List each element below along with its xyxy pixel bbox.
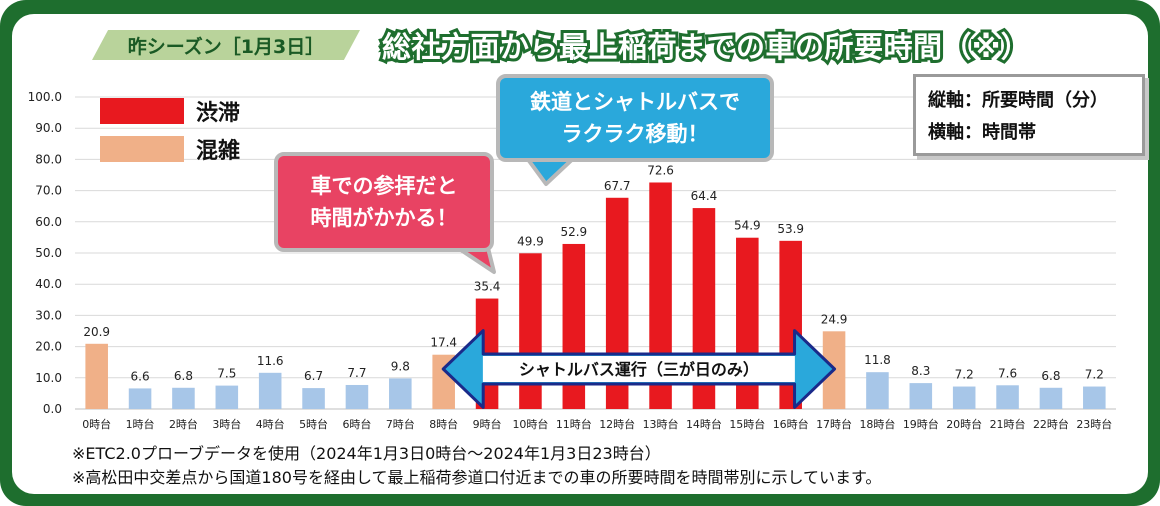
x-tick-label: 16時台 (773, 417, 809, 431)
x-tick-label: 13時台 (643, 417, 679, 431)
bar (345, 384, 369, 409)
car-callout-line2: 時間がかかる！ (310, 206, 458, 230)
car-callout: 車での参拝だと 時間がかかる！ (274, 152, 494, 252)
x-tick-label: 18時台 (859, 417, 895, 431)
footnotes: ※ETC2.0プローブデータを使用（2024年1月3日0時台〜2024年1月3日… (72, 442, 881, 490)
y-tick-label: 70.0 (35, 184, 62, 198)
x-tick-label: 10時台 (512, 417, 548, 431)
value-label: 20.9 (83, 325, 110, 339)
bar (258, 372, 282, 409)
legend-item-crowded: 混雑 (100, 134, 240, 164)
value-label: 54.9 (734, 219, 761, 233)
value-label: 7.6 (998, 366, 1017, 380)
value-label: 64.4 (691, 189, 718, 203)
value-label: 11.8 (864, 353, 891, 367)
bar (302, 388, 325, 409)
bar (85, 343, 108, 409)
x-tick-label: 0時台 (82, 417, 111, 431)
x-tick-label: 8時台 (429, 417, 458, 431)
x-tick-label: 3時台 (212, 417, 241, 431)
bar (128, 388, 152, 409)
bar (649, 182, 672, 409)
x-tick-label: 20時台 (946, 417, 982, 431)
bar (172, 387, 195, 409)
footnote-data-source: ※ETC2.0プローブデータを使用（2024年1月3日0時台〜2024年1月3日… (72, 444, 661, 463)
legend-label-congestion: 渋滞 (196, 101, 241, 126)
bar (909, 383, 933, 409)
axis-description-box: 縦軸：所要時間（分） 横軸：時間帯 (913, 74, 1145, 156)
x-tick-label: 11時台 (556, 417, 592, 431)
shuttle-arrow-label: シャトルバス運行（三が日のみ） (519, 360, 759, 379)
value-label: 35.4 (474, 280, 501, 294)
shuttle-arrow-label-box (482, 356, 795, 382)
page-title: 総社方面から最上稲荷までの車の所要時間（※） (379, 27, 1033, 67)
bar (952, 386, 976, 409)
bar (1039, 387, 1063, 409)
y-tick-label: 30.0 (35, 308, 62, 322)
x-tick-label: 14時台 (686, 417, 722, 431)
x-tick-label: 23時台 (1076, 417, 1112, 431)
legend-swatch-congestion (100, 98, 184, 124)
y-tick-label: 40.0 (35, 277, 62, 291)
y-tick-label: 50.0 (35, 246, 62, 260)
shuttle-callout: 鉄道とシャトルバスで ラクラク移動！ (496, 74, 774, 162)
y-tick-label: 80.0 (35, 152, 62, 166)
value-label: 24.9 (821, 312, 848, 326)
value-label: 72.6 (647, 163, 674, 177)
legend-item-congestion: 渋滞 (100, 96, 240, 126)
bar (1083, 386, 1106, 409)
value-label: 53.9 (777, 222, 804, 236)
x-tick-label: 21時台 (990, 417, 1026, 431)
value-label: 7.2 (1085, 368, 1104, 382)
x-tick-label: 19時台 (903, 417, 939, 431)
x-axis-description: 横軸：時間帯 (928, 122, 1036, 143)
value-label: 67.7 (604, 179, 631, 193)
footnote-route: ※高松田中交差点から国道180号を経由して最上稲荷参道口付近までの車の所要時間を… (72, 468, 882, 487)
value-label: 8.3 (911, 364, 930, 378)
x-tick-label: 2時台 (169, 417, 198, 431)
value-label: 7.5 (217, 367, 236, 381)
bar (215, 385, 239, 409)
shuttle-callout-line1: 鉄道とシャトルバスで (530, 90, 740, 114)
bar (866, 372, 889, 409)
x-tick-label: 17時台 (816, 417, 852, 431)
shuttle-callout-line2: ラクラク移動！ (561, 122, 709, 146)
value-label: 6.8 (174, 369, 193, 383)
y-tick-label: 10.0 (35, 371, 62, 385)
y-tick-label: 0.0 (43, 402, 62, 416)
value-label: 6.6 (131, 369, 150, 383)
x-tick-label: 4時台 (256, 417, 285, 431)
x-tick-label: 12時台 (599, 417, 635, 431)
y-tick-label: 100.0 (28, 90, 62, 104)
car-callout-line1: 車での参拝だと (310, 174, 458, 198)
value-label: 9.8 (391, 359, 410, 373)
value-label: 17.4 (430, 336, 457, 350)
y-tick-label: 90.0 (35, 121, 62, 135)
value-label: 11.6 (257, 354, 284, 368)
x-tick-label: 7時台 (386, 417, 415, 431)
bar (389, 378, 412, 409)
value-label: 52.9 (560, 225, 587, 239)
value-label: 6.8 (1041, 369, 1060, 383)
x-tick-label: 22時台 (1033, 417, 1069, 431)
x-tick-label: 5時台 (299, 417, 328, 431)
x-tick-label: 9時台 (473, 417, 502, 431)
value-label: 6.7 (304, 369, 323, 383)
value-label: 7.7 (347, 366, 366, 380)
value-label: 49.9 (517, 234, 544, 248)
bar (996, 385, 1019, 409)
x-tick-label: 6時台 (342, 417, 371, 431)
y-tick-label: 20.0 (35, 340, 62, 354)
y-tick-label: 60.0 (35, 215, 62, 229)
x-tick-label: 1時台 (126, 417, 155, 431)
x-tick-label: 15時台 (729, 417, 765, 431)
y-axis-description: 縦軸：所要時間（分） (928, 90, 1108, 111)
legend-label-crowded: 混雑 (196, 139, 241, 164)
value-label: 7.2 (955, 368, 974, 382)
legend-swatch-crowded (100, 136, 184, 162)
season-tag: 昨シーズン［1月3日］ (92, 30, 360, 60)
